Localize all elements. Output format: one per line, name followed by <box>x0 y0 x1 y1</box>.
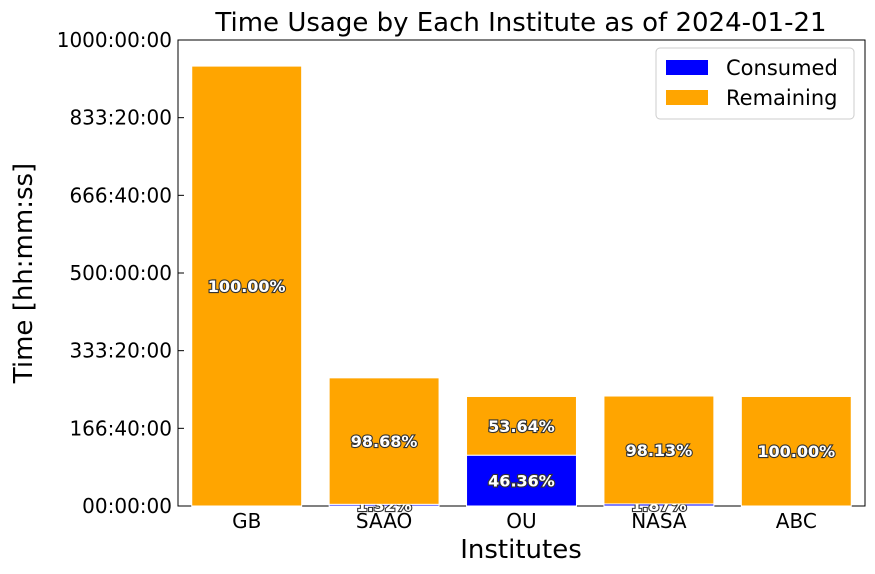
x-tick-label-gb: GB <box>232 509 261 533</box>
bar-remaining-saao <box>328 377 440 505</box>
x-tick-label-nasa: NASA <box>631 509 687 533</box>
y-tick-label: 1000:00:00 <box>57 28 172 52</box>
data-label-remaining-nasa: 98.13% <box>626 441 693 460</box>
x-tick-label-abc: ABC <box>776 509 817 533</box>
bar-remaining-nasa <box>603 395 715 505</box>
legend: Consumed Remaining <box>655 47 855 120</box>
legend-swatch-remaining <box>666 90 708 105</box>
y-tick-label: 00:00:00 <box>82 494 172 518</box>
y-tick-label: 833:20:00 <box>69 106 172 130</box>
y-tick-label: 333:20:00 <box>69 339 172 363</box>
y-tick-label: 666:40:00 <box>69 183 172 207</box>
bar-remaining-ou <box>466 395 577 456</box>
legend-swatch-consumed <box>666 60 708 75</box>
bar-consumed-ou <box>466 454 577 507</box>
y-tick-label: 500:00:00 <box>69 261 172 285</box>
legend-label-remaining: Remaining <box>726 86 838 110</box>
x-tick-label-saao: SAAO <box>356 509 412 533</box>
bar-remaining-gb <box>191 65 303 507</box>
y-axis-title: Time [hh:mm:ss] <box>9 163 39 384</box>
legend-label-consumed: Consumed <box>726 56 838 80</box>
data-label-remaining-saao: 98.68% <box>351 432 418 451</box>
bar-remaining-abc <box>740 395 852 507</box>
y-tick-label: 166:40:00 <box>69 416 172 440</box>
x-tick-label-ou: OU <box>506 509 536 533</box>
data-label-remaining-abc: 100.00% <box>757 442 835 461</box>
data-label-remaining-ou: 53.64% <box>488 417 555 436</box>
chart-title: Time Usage by Each Institute as of 2024-… <box>214 8 826 38</box>
data-label-consumed-ou: 46.36% <box>488 472 555 491</box>
plot-area: 00:00:00 166:40:00 333:20:00 500:00:00 666:4… <box>57 28 866 533</box>
x-axis-title: Institutes <box>460 535 582 565</box>
data-label-remaining-gb: 100.00% <box>208 277 286 296</box>
